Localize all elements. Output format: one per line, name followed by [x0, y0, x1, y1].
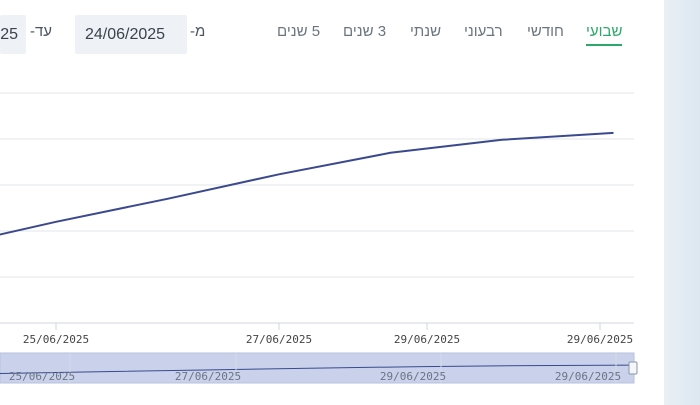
- from-date-input[interactable]: 24/06/2025: [75, 15, 187, 54]
- navigator-series-line: [0, 364, 635, 374]
- from-date-label: מ-: [190, 23, 206, 40]
- x-tick-label: 29/06/2025: [567, 333, 633, 346]
- tab-5-years[interactable]: 5 שנים: [277, 23, 321, 40]
- navigator-tick-label: 29/06/2025: [380, 370, 446, 383]
- series-line: [0, 131, 614, 236]
- tab-3-years[interactable]: 3 שנים: [343, 23, 387, 40]
- navigator-tick-label: 27/06/2025: [175, 370, 241, 383]
- to-date-input[interactable]: 25: [0, 15, 26, 54]
- navigator-tick-label: 29/06/2025: [555, 370, 621, 383]
- tab-monthly[interactable]: חודשי: [527, 23, 564, 40]
- navigator-tick-label: 25/06/2025: [9, 370, 75, 383]
- x-tick-label: 25/06/2025: [23, 333, 89, 346]
- tab-yearly[interactable]: שנתי: [410, 23, 442, 40]
- navigator-handle: [628, 361, 638, 375]
- tab-quarterly[interactable]: רבעוני: [464, 23, 503, 40]
- x-tick-label: 29/06/2025: [394, 333, 460, 346]
- to-date-label: עד-: [30, 23, 53, 40]
- x-tick-label: 27/06/2025: [246, 333, 312, 346]
- right-side-panel: [664, 0, 700, 405]
- tab-weekly[interactable]: שבועי: [586, 23, 623, 46]
